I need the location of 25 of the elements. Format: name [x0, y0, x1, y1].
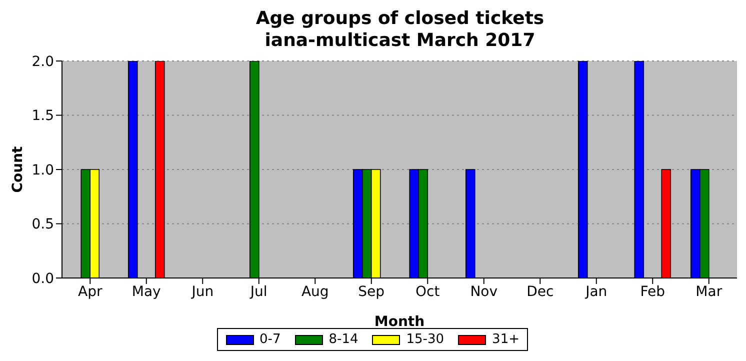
x-tick-label: Nov: [470, 284, 498, 300]
legend-label: 15-30: [406, 332, 444, 347]
x-axis-title: Month: [374, 314, 425, 330]
y-axis-title: Count: [10, 146, 26, 193]
x-tick-label: May: [132, 284, 161, 300]
chart-subtitle: iana-multicast March 2017: [264, 30, 536, 52]
y-tick-label: 1.0: [32, 162, 54, 178]
x-tick-label: Aug: [301, 284, 329, 300]
x-tick-label: Oct: [416, 284, 440, 300]
x-tick-label: Mar: [696, 284, 722, 300]
legend-label: 0-7: [260, 332, 281, 347]
x-tick-label: Jun: [190, 284, 214, 300]
y-tick-label: 1.5: [32, 108, 54, 124]
chart-title: Age groups of closed tickets: [254, 8, 546, 30]
x-tick-label: Sep: [358, 284, 385, 300]
legend-label: 31+: [492, 332, 520, 347]
x-tick-label: Apr: [78, 284, 102, 300]
y-tick-label: 2.0: [32, 54, 54, 70]
legend-label: 8-14: [328, 332, 358, 347]
x-tick-label: Dec: [526, 284, 554, 300]
y-tick-label: 0.5: [32, 216, 54, 233]
x-tick-label: Jan: [584, 284, 608, 300]
y-tick-label: 0.0: [32, 270, 54, 287]
x-tick-label: Feb: [640, 284, 666, 300]
x-tick-label: Jul: [249, 284, 268, 300]
